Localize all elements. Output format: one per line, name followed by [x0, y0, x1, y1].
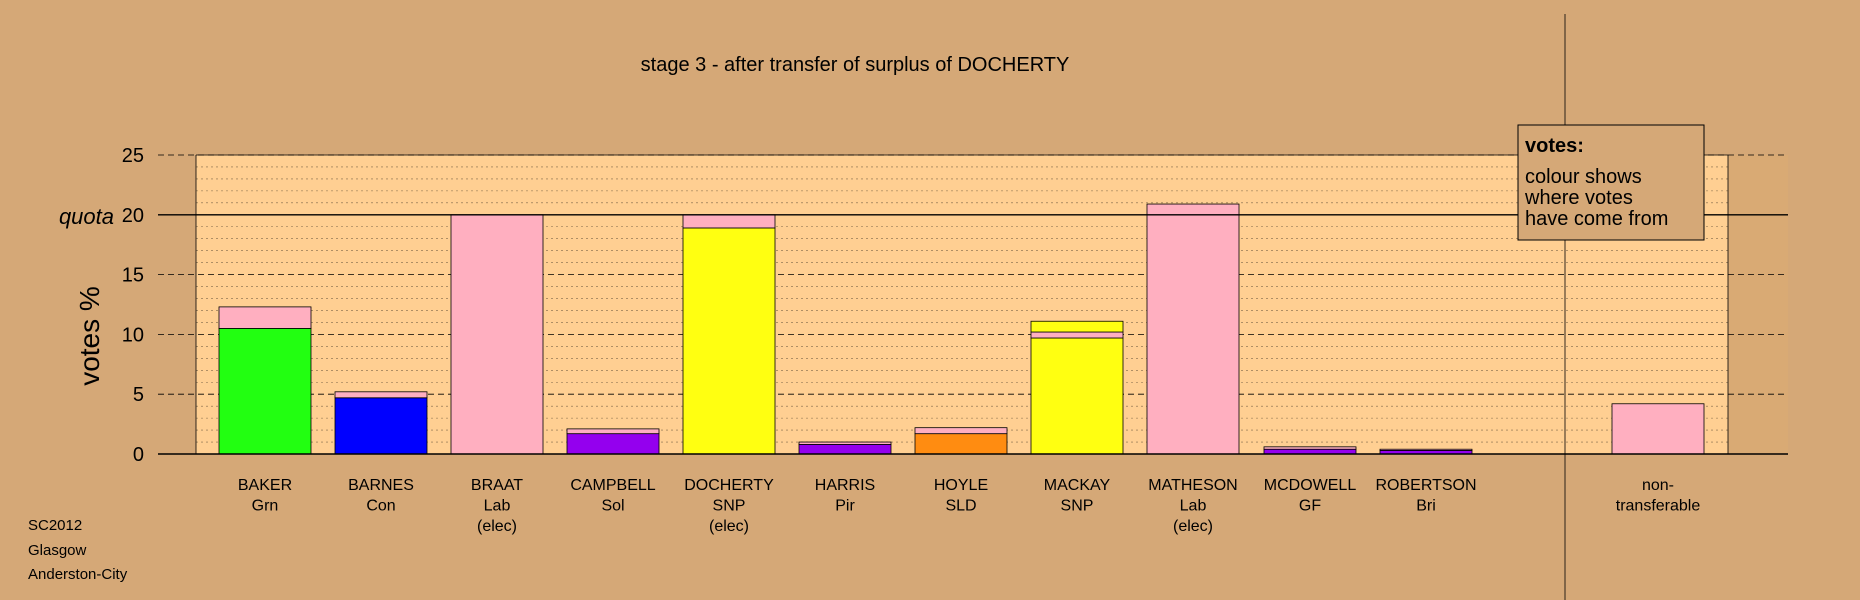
plot-shade-right — [1728, 155, 1788, 454]
mcdowell-segment-2 — [1263, 446, 1357, 450]
baker-segment-2 — [218, 306, 312, 329]
harris-segment-1 — [798, 444, 892, 455]
mackay-segment-2 — [1030, 331, 1124, 339]
y-tick-label: 25 — [122, 145, 144, 167]
party-label: Bri — [1416, 498, 1436, 515]
mackay-bar — [1030, 320, 1124, 455]
candidate-name-label: MCDOWELL — [1264, 477, 1357, 494]
y-tick-label: 5 — [133, 384, 144, 406]
harris-bar — [798, 441, 892, 455]
hoyle-segment-1 — [914, 433, 1008, 455]
campbell-segment-2 — [566, 428, 660, 435]
docherty-segment-2 — [682, 214, 776, 229]
candidate-name-label: CAMPBELL — [570, 477, 655, 494]
legend-box — [1517, 124, 1705, 241]
nontransferable-bar — [1611, 403, 1705, 455]
elected-label: (elec) — [1173, 518, 1213, 535]
party-label: Lab — [1180, 498, 1207, 515]
elected-label: (elec) — [477, 518, 517, 535]
footer: SC2012 Glasgow Anderston-City — [28, 517, 128, 583]
y-axis-label: votes % — [74, 286, 105, 386]
legend-line-3: have come from — [1525, 208, 1668, 230]
candidate-name-label: HOYLE — [934, 477, 988, 494]
candidate-name-label: BAKER — [238, 477, 292, 494]
candidate-name-label: BRAAT — [471, 477, 523, 494]
party-label: Grn — [252, 498, 279, 515]
party-label: Lab — [484, 498, 511, 515]
baker-segment-1 — [218, 328, 312, 455]
y-tick-label: 0 — [133, 444, 144, 466]
robertson-bar — [1379, 448, 1473, 455]
footer-line-1: SC2012 — [28, 517, 82, 534]
party-label: SNP — [1061, 498, 1094, 515]
legend: votes: colour shows where votes have com… — [1517, 124, 1705, 241]
mackay-segment-1 — [1030, 337, 1124, 455]
nontransferable-label: non- — [1642, 477, 1674, 494]
candidate-name-label: BARNES — [348, 477, 414, 494]
chart-title: stage 3 - after transfer of surplus of D… — [641, 54, 1070, 76]
candidate-name-label: DOCHERTY — [684, 477, 774, 494]
nontransferable-label: transferable — [1616, 498, 1701, 515]
mackay-segment-3 — [1030, 320, 1124, 333]
docherty-bar — [682, 214, 776, 455]
legend-line-1: colour shows — [1525, 166, 1642, 188]
matheson-segment-1 — [1146, 203, 1240, 455]
party-label: Sol — [601, 498, 624, 515]
y-tick-label: 15 — [122, 265, 144, 287]
party-label: SNP — [713, 498, 746, 515]
y-tick-label: 10 — [122, 324, 144, 346]
candidate-name-label: ROBERTSON — [1375, 477, 1476, 494]
footer-line-3: Anderston-City — [28, 566, 128, 583]
braat-segment-1 — [450, 214, 544, 455]
y-tick-label: 20 — [122, 205, 144, 227]
robertson-segment-2 — [1379, 448, 1473, 451]
legend-line-2: where votes — [1524, 187, 1633, 209]
candidate-name-label: MACKAY — [1044, 477, 1111, 494]
campbell-bar — [566, 428, 660, 455]
legend-title: votes: — [1525, 135, 1584, 157]
barnes-segment-2 — [334, 391, 428, 399]
party-label: GF — [1299, 498, 1321, 515]
matheson-bar — [1146, 203, 1240, 455]
barnes-bar — [334, 391, 428, 455]
harris-segment-2 — [798, 441, 892, 445]
baker-bar — [218, 306, 312, 455]
mcdowell-bar — [1263, 446, 1357, 455]
y-tick-labels: 0 5 10 15 20 25 — [122, 145, 144, 466]
elected-label: (elec) — [709, 518, 749, 535]
bars — [218, 203, 1705, 455]
braat-bar — [450, 214, 544, 455]
party-label: Con — [366, 498, 395, 515]
nontransferable-segment-1 — [1611, 403, 1705, 455]
x-tick-labels: BAKER Grn BARNES Con BRAAT Lab (elec) CAMPBELL S… — [238, 477, 1700, 535]
barnes-segment-1 — [334, 397, 428, 455]
campbell-segment-1 — [566, 433, 660, 455]
party-label: SLD — [945, 498, 976, 515]
quota-label: quota — [59, 204, 114, 229]
candidate-name-label: HARRIS — [815, 477, 875, 494]
axes — [158, 14, 1788, 600]
hoyle-bar — [914, 427, 1008, 455]
mcdowell-segment-1 — [1263, 448, 1357, 455]
footer-line-2: Glasgow — [28, 542, 87, 559]
candidate-name-label: MATHESON — [1148, 477, 1237, 494]
party-label: Pir — [835, 498, 855, 515]
hoyle-segment-2 — [914, 427, 1008, 435]
docherty-segment-1 — [682, 227, 776, 455]
